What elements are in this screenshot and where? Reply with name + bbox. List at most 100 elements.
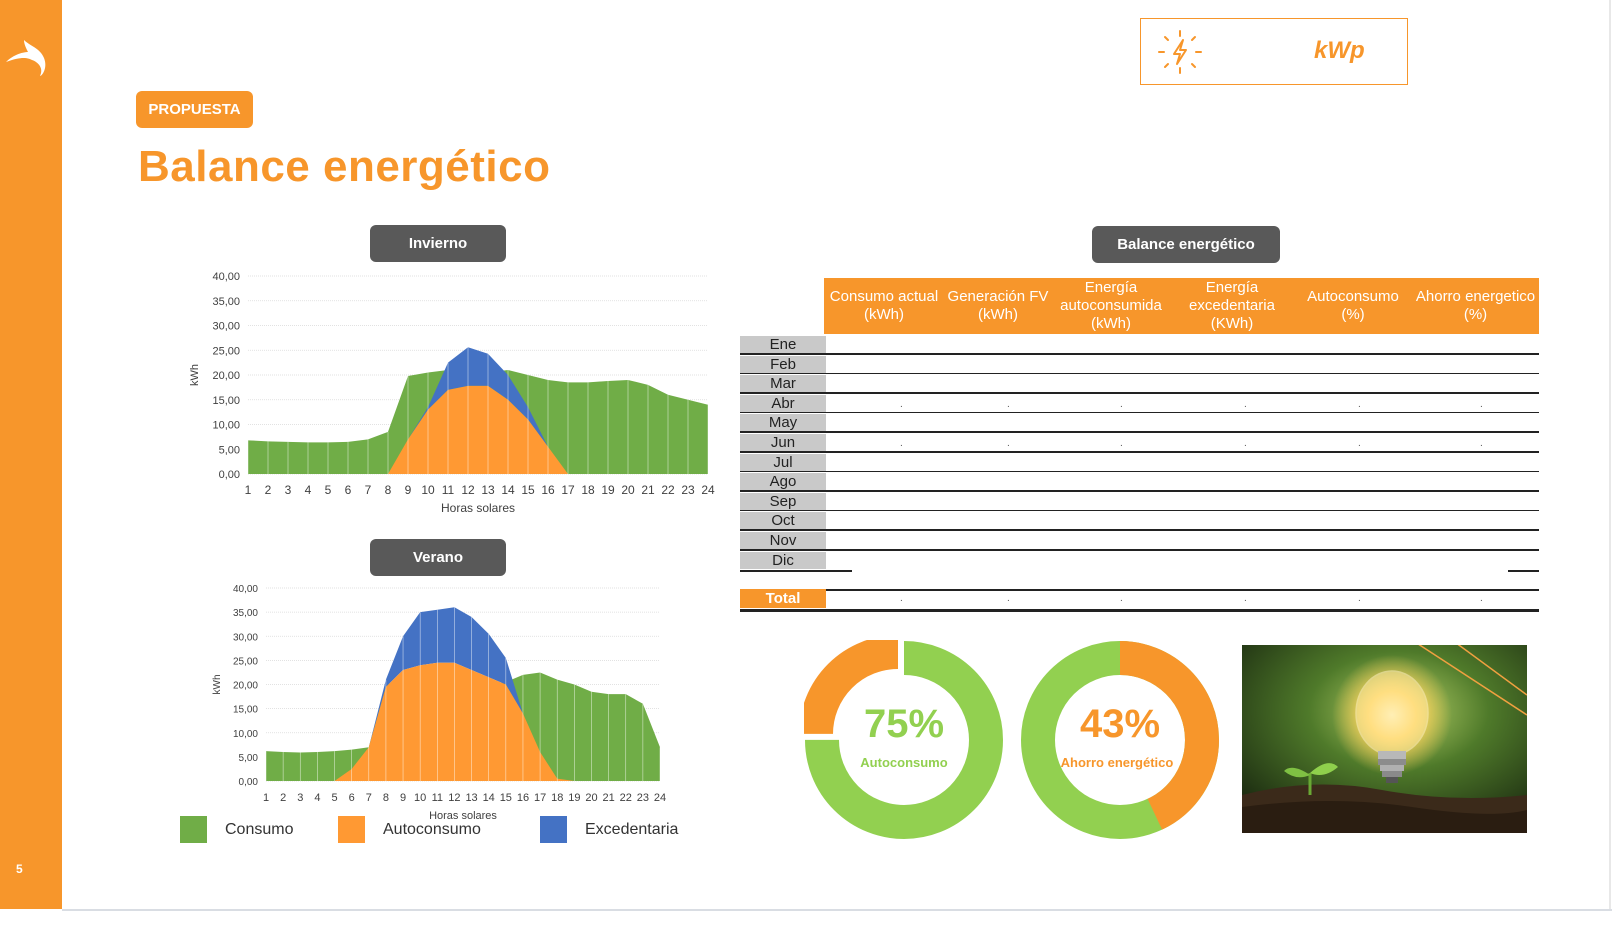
month-label: Feb xyxy=(740,355,826,373)
x-tick-label: 23 xyxy=(637,792,649,804)
x-tick-label: 16 xyxy=(517,792,529,804)
total-label: Total xyxy=(740,589,826,608)
x-tick-label: 5 xyxy=(331,792,337,804)
x-tick-label: 9 xyxy=(405,483,412,497)
x-tick-label: 22 xyxy=(620,792,632,804)
month-label: May xyxy=(740,414,826,432)
x-tick-label: 18 xyxy=(581,483,595,497)
x-tick-label: 21 xyxy=(641,483,655,497)
table-row-divider xyxy=(740,392,1539,394)
dic-line-right xyxy=(1508,570,1539,572)
y-tick-label: 5,00 xyxy=(219,444,240,456)
x-tick-label: 10 xyxy=(414,792,426,804)
excedentaria-area xyxy=(266,607,660,781)
total-cell-placeholder: . xyxy=(1244,593,1247,604)
x-axis-label: Horas solares xyxy=(441,501,515,515)
x-tick-label: 6 xyxy=(345,483,352,497)
x-tick-label: 11 xyxy=(432,792,443,804)
total-cell-placeholder: . xyxy=(1007,593,1010,604)
x-tick-label: 2 xyxy=(280,792,286,804)
table-row-divider xyxy=(740,353,1539,355)
summer-title: Verano xyxy=(370,539,506,576)
table-cell-placeholder: . xyxy=(1358,398,1361,410)
total-cell-placeholder: . xyxy=(1358,593,1361,604)
table-cell-placeholder: . xyxy=(1007,438,1010,449)
kwp-value-blank xyxy=(1221,35,1311,77)
month-label: Dic xyxy=(740,551,826,569)
x-tick-label: 21 xyxy=(602,792,614,804)
legend-swatch xyxy=(540,816,567,843)
right-divider xyxy=(1609,0,1611,909)
brand-logo xyxy=(6,40,46,76)
x-tick-label: 16 xyxy=(541,483,555,497)
table-row-divider xyxy=(740,372,1539,375)
autoconsumo-label: Autoconsumo xyxy=(860,755,948,770)
x-tick-label: 4 xyxy=(314,792,320,804)
x-tick-label: 12 xyxy=(448,792,460,804)
table-row-divider xyxy=(740,529,1539,531)
x-tick-label: 6 xyxy=(349,792,355,804)
legend-label: Consumo xyxy=(225,820,294,838)
y-tick-label: 0,00 xyxy=(239,777,259,788)
balance-table-header: Consumo actual (kWh) Generación FV (kWh)… xyxy=(824,278,1539,334)
legend-label: Autoconsumo xyxy=(383,820,481,838)
x-tick-label: 8 xyxy=(385,483,392,497)
x-tick-label: 24 xyxy=(654,792,666,804)
table-row-divider xyxy=(740,411,1539,414)
table-row-divider xyxy=(740,509,1539,512)
y-tick-label: 40,00 xyxy=(233,584,258,595)
x-tick-label: 5 xyxy=(325,483,332,497)
month-label: Nov xyxy=(740,532,826,549)
proposal-badge: PROPUESTA xyxy=(136,91,253,128)
kwp-unit: kWp xyxy=(1314,37,1365,64)
table-cell-placeholder: . xyxy=(1480,438,1483,449)
x-tick-label: 7 xyxy=(365,483,372,497)
table-cell-placeholder: . xyxy=(1480,398,1483,410)
table-cell-placeholder: . xyxy=(1007,398,1010,410)
y-tick-label: 30,00 xyxy=(233,632,258,643)
x-tick-label: 15 xyxy=(500,792,512,804)
table-cell-placeholder: . xyxy=(1358,438,1361,449)
y-tick-label: 10,00 xyxy=(212,420,240,432)
dic-line-left xyxy=(740,570,852,572)
x-tick-label: 24 xyxy=(701,483,715,497)
table-cell-placeholder: . xyxy=(900,438,903,449)
table-cell-placeholder: . xyxy=(1244,398,1247,410)
lightning-icon xyxy=(1158,30,1202,74)
table-row-divider xyxy=(740,451,1539,453)
x-tick-label: 3 xyxy=(285,483,292,497)
legend-label: Excedentaria xyxy=(585,820,679,838)
y-tick-label: 20,00 xyxy=(212,370,240,382)
month-label: Ago xyxy=(740,473,826,491)
ahorro-donut xyxy=(1021,641,1219,839)
x-tick-label: 20 xyxy=(585,792,597,804)
y-tick-label: 35,00 xyxy=(233,608,258,619)
table-cell-placeholder: . xyxy=(900,398,903,410)
x-tick-label: 19 xyxy=(568,792,580,804)
y-tick-label: 15,00 xyxy=(233,705,258,716)
ahorro-percent: 43% xyxy=(1079,702,1161,746)
x-tick-label: 13 xyxy=(481,483,495,497)
x-tick-label: 3 xyxy=(297,792,303,804)
y-tick-label: 0,00 xyxy=(219,469,240,481)
page-title: Balance energético xyxy=(138,142,551,191)
x-tick-label: 12 xyxy=(461,483,475,497)
x-tick-label: 2 xyxy=(265,483,272,497)
bottom-divider xyxy=(62,909,1612,911)
lightbulb-plant-photo xyxy=(1242,645,1527,833)
table-row-divider xyxy=(740,549,1539,551)
winter-title: Invierno xyxy=(370,225,506,262)
col-ahorro: Ahorro energetico (%) xyxy=(1415,288,1536,323)
y-axis-label: kWh xyxy=(189,364,201,386)
y-axis-label: kWh xyxy=(212,675,223,695)
excedentaria-area xyxy=(248,347,708,474)
x-tick-label: 20 xyxy=(621,483,635,497)
month-label: Oct xyxy=(740,512,826,530)
autoconsumo-donut-slice xyxy=(804,640,997,833)
autoconsumo-percent: 75% xyxy=(863,702,945,746)
x-tick-label: 15 xyxy=(521,483,535,497)
month-label: Abr xyxy=(740,394,826,412)
x-tick-label: 17 xyxy=(534,792,546,804)
legend-swatch xyxy=(180,816,207,843)
y-tick-label: 10,00 xyxy=(233,729,258,740)
